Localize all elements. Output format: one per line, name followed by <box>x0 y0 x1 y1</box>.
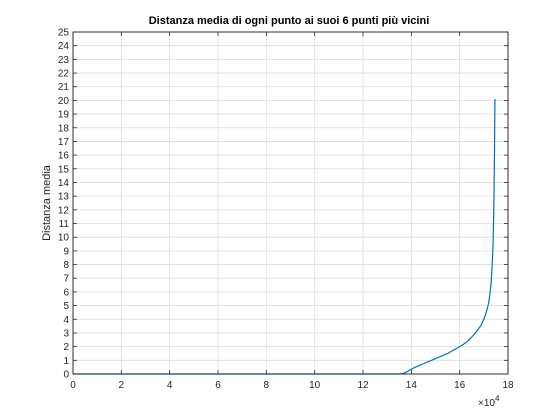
y-tick-label: 25 <box>58 28 70 39</box>
x-tick-label: 2 <box>119 380 125 391</box>
y-tick-label: 21 <box>58 82 70 93</box>
y-tick-labels: 0123456789101112131415161718192021222324… <box>58 28 70 381</box>
series-line <box>73 99 496 375</box>
y-tick-label: 9 <box>63 246 69 257</box>
y-tick-label: 5 <box>63 301 69 312</box>
x-tick-label: 8 <box>264 380 270 391</box>
y-tick-label: 6 <box>63 287 69 298</box>
y-tick-label: 8 <box>63 260 69 271</box>
y-tick-label: 17 <box>58 137 70 148</box>
x-tick-label: 16 <box>454 380 466 391</box>
series-layer <box>73 99 496 375</box>
y-tick-label: 12 <box>58 205 70 216</box>
x-axis-exponent: ×104 <box>478 394 500 409</box>
x-tick-label: 6 <box>215 380 221 391</box>
x-tick-label: 18 <box>502 380 514 391</box>
y-tick-label: 16 <box>58 151 70 162</box>
x-tick-label: 4 <box>167 380 173 391</box>
plot-border <box>72 31 509 375</box>
y-tick-label: 3 <box>63 328 69 339</box>
y-tick-label: 10 <box>58 233 70 244</box>
y-tick-label: 1 <box>63 356 69 367</box>
y-tick-label: 22 <box>58 69 70 80</box>
y-tick-label: 11 <box>59 219 70 230</box>
y-tick-label: 23 <box>58 55 70 66</box>
chart-title: Distanza media di ogni punto ai suoi 6 p… <box>149 15 430 27</box>
tick-marks <box>72 31 509 375</box>
x-tick-labels: 0 2 4 6 8 10 12 14 16 18 <box>70 380 514 391</box>
x-tick-label: 10 <box>309 380 321 391</box>
x-exponent-base: ×10 <box>478 398 495 409</box>
y-tick-label: 13 <box>58 192 70 203</box>
grid-lines <box>73 32 508 374</box>
x-tick-label: 0 <box>70 380 76 391</box>
y-tick-label: 24 <box>58 41 70 52</box>
y-tick-label: 4 <box>63 315 69 326</box>
y-tick-label: 19 <box>58 110 70 121</box>
y-tick-label: 0 <box>63 370 69 381</box>
x-tick-label: 14 <box>406 380 418 391</box>
y-tick-label: 7 <box>63 274 69 285</box>
x-exponent-power: 4 <box>495 394 500 403</box>
y-tick-label: 20 <box>58 96 70 107</box>
y-tick-label: 14 <box>58 178 70 189</box>
y-tick-label: 2 <box>63 342 69 353</box>
y-axis-label: Distanza media <box>41 164 53 241</box>
y-tick-label: 15 <box>58 164 70 175</box>
x-tick-label: 12 <box>357 380 369 391</box>
y-tick-label: 18 <box>58 123 70 134</box>
plot-area <box>72 31 509 375</box>
